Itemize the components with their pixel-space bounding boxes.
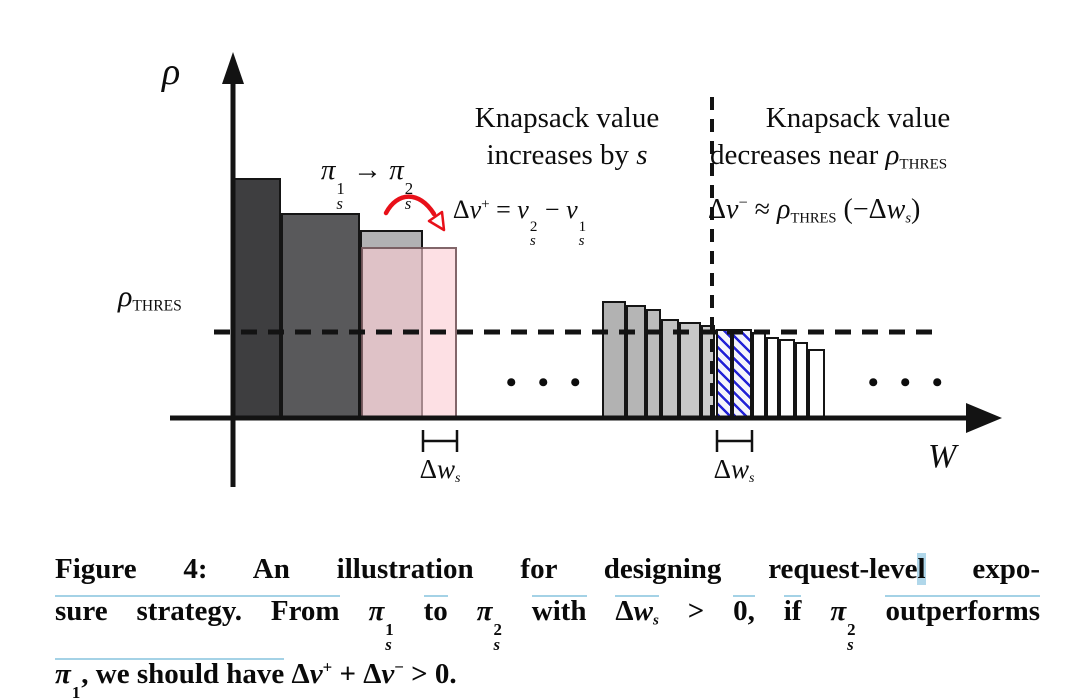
threshold-label: ρTHRES xyxy=(118,280,182,315)
knapsack-increase-note-line2: increases by s xyxy=(486,139,648,171)
histogram-bar xyxy=(281,213,360,419)
histogram-bar xyxy=(233,178,281,419)
knapsack-increase-note-line1: Knapsack value xyxy=(474,102,660,134)
hatched-bar xyxy=(716,329,732,419)
histogram-bar xyxy=(808,349,825,419)
knapsack-decrease-note-line1: Knapsack value xyxy=(765,102,951,134)
histogram-bar xyxy=(661,319,679,419)
histogram-bar xyxy=(626,305,646,419)
histogram-bar xyxy=(779,339,795,419)
shifted-pink-bar xyxy=(361,247,457,419)
histogram-bar xyxy=(602,301,626,419)
delta-w-label-right: Δws xyxy=(713,454,755,487)
caption-line-1: Figure 4: An illustration for designing … xyxy=(55,553,1040,585)
histogram-bar xyxy=(795,342,808,419)
caption-line-3: π1s, we should have Δv+ + Δv− > 0. xyxy=(55,657,457,700)
figure-caption: Figure 4: An illustration for designing … xyxy=(55,548,1041,700)
histogram-bar xyxy=(752,332,766,419)
histogram-bar xyxy=(701,325,715,419)
histogram-bar xyxy=(679,322,701,419)
y-axis-label: ρ xyxy=(162,51,181,93)
knapsack-decrease-formula: Δv− ≈ ρTHRES (−Δws) xyxy=(708,193,921,227)
ellipsis-right: • • • xyxy=(868,366,950,399)
histogram-bar xyxy=(646,309,661,419)
ellipsis-left: • • • xyxy=(506,366,588,399)
histogram-bar xyxy=(766,337,779,419)
x-axis-label: W xyxy=(928,438,957,475)
hatched-bar xyxy=(732,329,752,419)
knapsack-decrease-note-line2: decreases near ρTHRES xyxy=(710,139,948,173)
delta-w-label-left: Δws xyxy=(419,454,461,487)
